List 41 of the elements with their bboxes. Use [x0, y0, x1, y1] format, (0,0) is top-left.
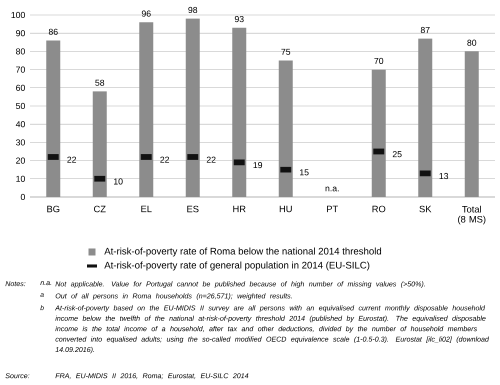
x-tick-label: Total (8 MS) [458, 206, 486, 224]
data-label: 80 [467, 40, 476, 46]
data-label: 13 [440, 172, 448, 180]
y-tick-label: 60 [16, 84, 25, 91]
data-label: 15 [300, 169, 309, 176]
data-label: 70 [374, 58, 384, 64]
x-tick-label: RO [372, 206, 386, 212]
data-label: 96 [142, 10, 151, 17]
x-tick-label: PT [327, 206, 338, 212]
y-tick-label: 10 [16, 176, 25, 182]
data-label: 22 [67, 156, 76, 163]
data-label: 22 [160, 156, 170, 163]
legend-label: At-risk-of-poverty rate of Roma below the national 2014 threshold [104, 248, 382, 256]
data-label: 10 [114, 178, 123, 185]
y-tick-label: 80 [16, 48, 25, 54]
y-tick-label: 20 [16, 158, 25, 164]
text: n.a. [326, 186, 339, 192]
y-tick-label: 100 [12, 12, 25, 18]
x-tick-label: ES [187, 206, 199, 212]
x-tick-label: BG [47, 206, 60, 212]
y-tick-label: 30 [16, 139, 25, 146]
x-tick-label: CZ [94, 206, 106, 212]
x-tick-label: EL [141, 206, 152, 212]
data-label: 98 [188, 6, 198, 14]
x-tick-label: SK [419, 206, 432, 212]
data-label: 86 [48, 28, 58, 35]
y-tick-label: 50 [16, 102, 25, 110]
data-label: 58 [95, 80, 104, 86]
y-tick-label: 90 [16, 30, 25, 36]
data-label: 75 [281, 48, 290, 55]
y-tick-label: 0 [20, 194, 25, 200]
x-tick-label: HU [280, 206, 292, 212]
data-label: 87 [420, 26, 430, 34]
x-tick-label: HR [233, 206, 246, 212]
legend-label: At-risk-of-poverty rate of general population in 2014 (EU-SILC) [104, 262, 370, 270]
y-tick-label: 40 [16, 121, 25, 128]
data-label: 25 [392, 151, 402, 158]
data-label: 22 [206, 156, 216, 163]
y-tick-label: 70 [16, 66, 25, 73]
data-label: 93 [234, 16, 244, 22]
data-label: 19 [254, 162, 262, 168]
